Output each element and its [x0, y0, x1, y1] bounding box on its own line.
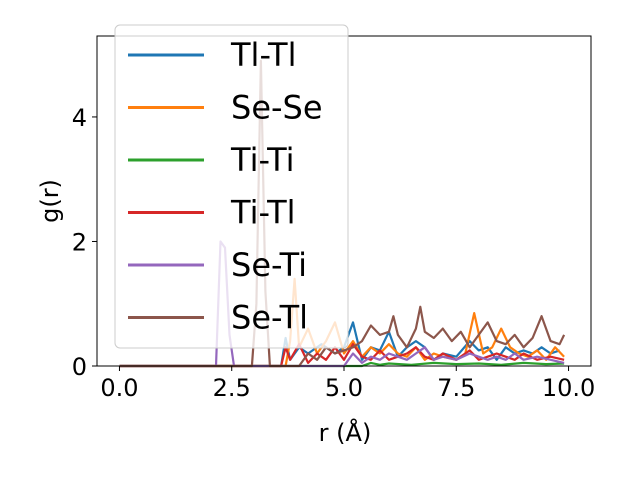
legend: Tl-Tl Se-Se Ti-Ti Ti-Tl Se-Ti Se-Tl	[114, 24, 349, 349]
x-tick-label: 0.0	[100, 374, 138, 402]
legend-item: Tl-Tl	[128, 36, 296, 74]
legend-item: Se-Tl	[128, 299, 308, 337]
y-tick-label: 0	[72, 353, 87, 381]
series-line-5	[119, 59, 566, 368]
legend-item: Ti-Tl	[128, 194, 296, 232]
y-tick-label: 4	[72, 104, 87, 132]
x-tick-label: 5.0	[325, 374, 363, 402]
legend-label: Ti-Ti	[230, 141, 295, 179]
legend-label: Se-Tl	[231, 299, 308, 337]
legend-label: Se-Ti	[231, 246, 307, 284]
legend-label: Tl-Tl	[230, 36, 296, 74]
series-line-2	[119, 361, 565, 368]
x-tick-label: 7.5	[437, 374, 475, 402]
series-line-3	[119, 343, 565, 368]
legend-box	[114, 24, 349, 349]
x-axis-ticks: 0.0 2.5 5.0 7.5 10.0	[100, 366, 595, 402]
legend-item: Ti-Ti	[128, 141, 295, 179]
legend-label: Se-Se	[231, 89, 323, 127]
y-axis-ticks: 0 2 4	[72, 104, 97, 381]
y-axis-label: g(r)	[36, 179, 64, 223]
series-line-4	[119, 240, 565, 368]
x-tick-label: 10.0	[542, 374, 595, 402]
x-axis-label: r (Å)	[319, 418, 372, 447]
legend-item: Se-Ti	[128, 246, 307, 284]
series-line-0	[119, 321, 560, 368]
x-tick-label: 2.5	[213, 374, 251, 402]
legend-label: Ti-Tl	[230, 194, 296, 232]
legend-item: Se-Se	[128, 89, 323, 127]
y-tick-label: 2	[72, 228, 87, 256]
